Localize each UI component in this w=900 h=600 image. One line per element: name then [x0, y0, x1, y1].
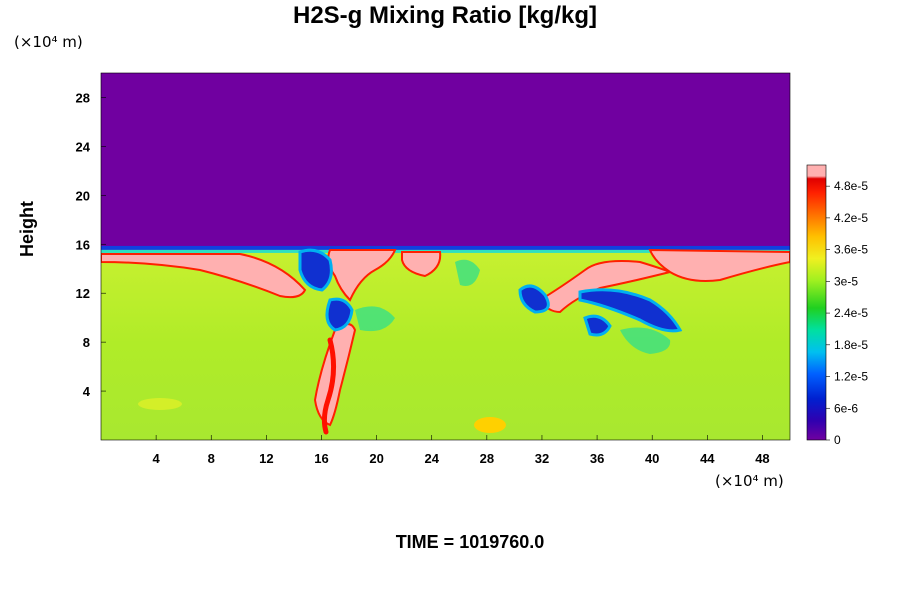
- heatmap-field: [101, 73, 790, 440]
- red-streak: [321, 337, 336, 435]
- low-ratio-eddy: [298, 248, 333, 292]
- colorbar-tick-label: 4.8e-5: [834, 179, 868, 193]
- x-axis-unit: (×10⁴ m): [715, 472, 784, 490]
- x-tick-label: 44: [700, 451, 715, 466]
- high-ratio-plume: [101, 253, 307, 299]
- x-tick-label: 48: [755, 451, 769, 466]
- colorbar-tick-label: 1.8e-5: [834, 338, 868, 352]
- swirl-zone: [620, 327, 671, 354]
- y-ticks: 4 8 12 16 20 24 28: [76, 90, 106, 399]
- plot-frame: [100, 72, 791, 441]
- y-tick-label: 12: [76, 286, 90, 301]
- colorbar-ticks: 0 6e-6 1.2e-5 1.8e-5 2.4e-5 3e-5 3.6e-5 4.2e-5 4…: [826, 179, 868, 447]
- x-ticks: 4 8 12 16 20 24 28 32 36 40 44 48: [153, 435, 770, 466]
- colorbar-tick-label: 3.6e-5: [834, 243, 868, 257]
- warm-patch: [138, 398, 182, 410]
- y-tick-label: 28: [76, 90, 90, 105]
- x-tick-label: 8: [208, 451, 215, 466]
- x-tick-label: 24: [424, 451, 439, 466]
- y-tick-label: 16: [76, 237, 90, 252]
- x-tick-label: 16: [314, 451, 328, 466]
- colorbar-tick-label: 4.2e-5: [834, 211, 868, 225]
- mixed-lower-region: [101, 247, 790, 440]
- y-tick-label: 20: [76, 188, 90, 203]
- high-ratio-plume: [648, 248, 790, 282]
- y-tick-label: 8: [83, 335, 90, 350]
- x-tick-label: 28: [480, 451, 494, 466]
- x-tick-label: 40: [645, 451, 659, 466]
- y-tick-label: 24: [76, 139, 91, 154]
- colorbar-tick-label: 0: [834, 433, 841, 447]
- x-tick-label: 36: [590, 451, 604, 466]
- swirl-zone: [355, 306, 395, 332]
- colorbar: [806, 164, 827, 441]
- swirl-zone: [455, 259, 480, 286]
- colorbar-tick-label: 2.4e-5: [834, 306, 868, 320]
- interface-band-inner: [101, 249, 790, 253]
- x-tick-label: 12: [259, 451, 273, 466]
- x-tick-label: 32: [535, 451, 549, 466]
- time-label: TIME = 1019760.0: [395, 532, 545, 552]
- warm-patch: [474, 417, 506, 433]
- y-tick-label: 4: [83, 384, 91, 399]
- high-ratio-plume: [401, 251, 442, 278]
- low-ratio-eddy: [518, 284, 550, 314]
- low-ratio-eddy: [325, 297, 354, 332]
- x-tick-label: 20: [369, 451, 383, 466]
- x-tick-label: 4: [153, 451, 161, 466]
- low-ratio-eddy: [583, 314, 612, 337]
- low-ratio-eddy: [578, 288, 683, 333]
- colorbar-tick-label: 3e-5: [834, 274, 858, 288]
- chart-title: H2S-g Mixing Ratio [kg/kg]: [292, 2, 597, 29]
- y-axis-unit: (×10⁴ m): [14, 33, 83, 51]
- colorbar-tick-label: 1.2e-5: [834, 370, 868, 384]
- colorbar-tick-label: 6e-6: [834, 401, 858, 415]
- interface-band: [101, 245, 790, 250]
